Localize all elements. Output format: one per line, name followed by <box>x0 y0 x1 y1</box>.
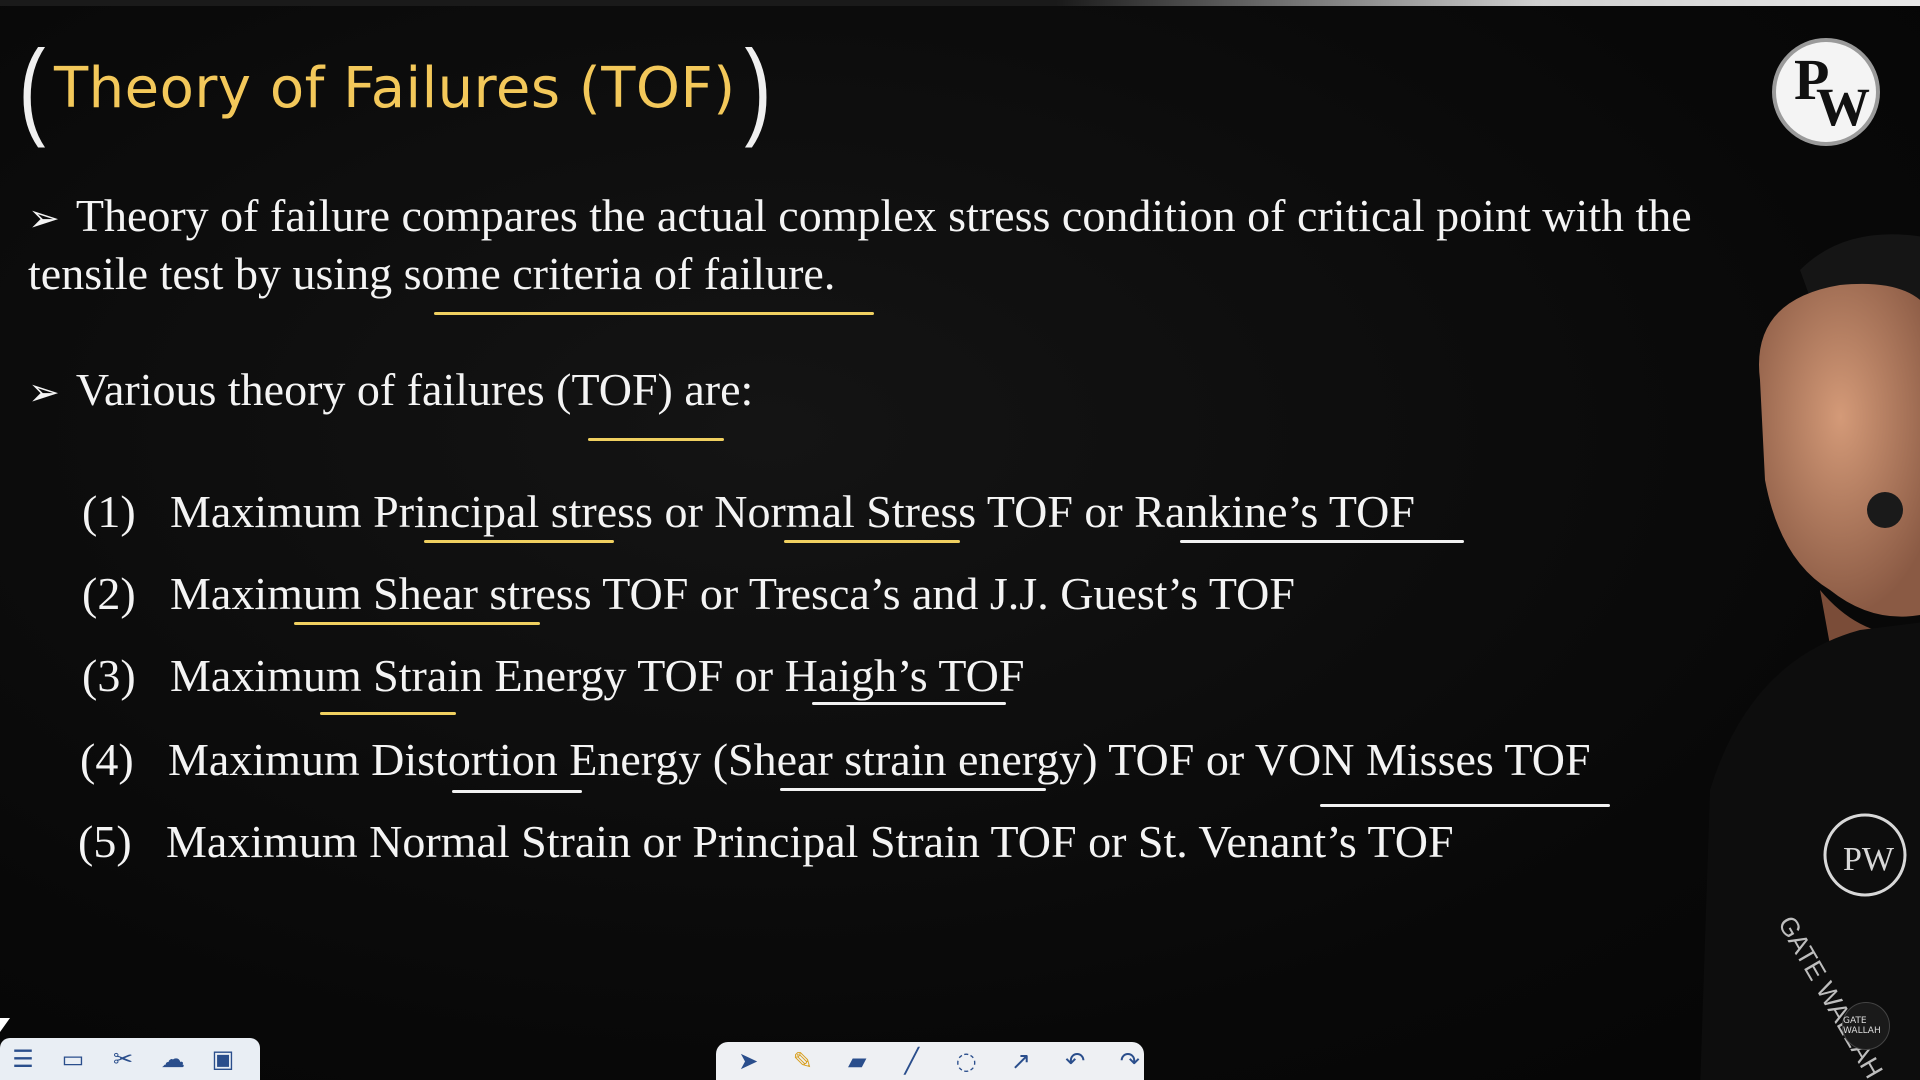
list-item: (2) Maximum Shear stress TOF or Tresca’s … <box>82 566 1295 622</box>
bullet-arrow-icon: ➢ <box>28 196 60 240</box>
left-bracket: ( <box>18 27 46 148</box>
bullet-1-continuation: tensile test by using some criteria of f… <box>28 246 835 302</box>
item-text: Maximum Normal Strain or Principal Strai… <box>166 816 1454 867</box>
item-number: (2) <box>82 568 136 619</box>
eraser-icon[interactable]: ◌ <box>955 1047 977 1075</box>
list-item: (5) Maximum Normal Strain or Principal St… <box>78 814 1454 870</box>
underline-von-misses <box>1320 804 1610 807</box>
underline-normal-stress <box>784 540 960 543</box>
underline-tof <box>588 438 724 441</box>
title-block: ( Theory of Failures (TOF) ) <box>14 27 776 148</box>
bullet-arrow-icon: ➢ <box>28 370 60 414</box>
bullet-2: ➢ Various theory of failures (TOF) are: <box>28 362 753 420</box>
underline-rankine <box>1180 540 1464 543</box>
laser-icon[interactable]: ↗ <box>1010 1047 1031 1075</box>
logo-w: W <box>1816 77 1870 137</box>
cloud-icon[interactable]: ☁ <box>161 1045 185 1073</box>
top-edge <box>0 0 1920 6</box>
svg-text:PW: PW <box>1843 841 1895 878</box>
underline-principal <box>424 540 614 543</box>
bullet-1-line-1: Theory of failure compares the actual co… <box>75 190 1692 241</box>
screen-icon[interactable]: ▭ <box>61 1045 85 1073</box>
item-text: Maximum Shear stress TOF or Tresca’s and… <box>170 568 1295 619</box>
tools-icon[interactable]: ✂ <box>112 1045 134 1073</box>
item-text: Maximum Principal stress or Normal Stres… <box>170 486 1415 537</box>
bullet-1-line-2: tensile test by using some criteria of f… <box>28 248 836 299</box>
item-text: Maximum Strain Energy TOF or Haigh’s TOF <box>170 650 1025 701</box>
mouse-cursor-icon <box>0 1018 10 1032</box>
item-number: (5) <box>78 816 132 867</box>
drawing-toolbar: ➤ ✎ ▰ ╱ ◌ ↗ ↶ ↷ <box>716 1042 1144 1080</box>
underline-criteria <box>434 312 874 315</box>
undo-icon[interactable]: ↶ <box>1065 1047 1086 1075</box>
item-text: Maximum Distortion Energy (Shear strain … <box>168 734 1591 785</box>
underline-shear-strain-energy <box>780 788 1046 791</box>
list-item: (3) Maximum Strain Energy TOF or Haigh’s … <box>82 648 1024 704</box>
pw-logo: P W <box>1776 42 1876 142</box>
underline-shear-stress <box>294 622 540 625</box>
list-item: (4) Maximum Distortion Energy (Shear stra… <box>80 732 1591 788</box>
left-toolbar: ☰ ▭ ✂ ☁ ▣ <box>0 1038 260 1080</box>
logo-p: P <box>1794 47 1830 112</box>
underline-strain-energy <box>320 712 456 715</box>
item-number: (4) <box>80 734 134 785</box>
item-number: (1) <box>82 486 136 537</box>
presenter: PW GATE WALLAH <box>1700 234 1920 1080</box>
pointer-icon[interactable]: ➤ <box>738 1047 759 1075</box>
bullet-2-line-1: Various theory of failures (TOF) are: <box>75 364 754 415</box>
pen-icon[interactable]: ✎ <box>792 1047 813 1075</box>
menu-icon[interactable]: ☰ <box>12 1045 34 1073</box>
underline-distortion <box>452 790 582 793</box>
underline-haigh <box>812 702 1006 705</box>
image-icon[interactable]: ▣ <box>211 1045 235 1073</box>
line-icon[interactable]: ╱ <box>904 1047 919 1075</box>
redo-icon[interactable]: ↷ <box>1119 1047 1140 1075</box>
highlighter-icon[interactable]: ▰ <box>848 1047 867 1075</box>
bullet-1: ➢ Theory of failure compares the actual c… <box>28 188 1788 246</box>
item-number: (3) <box>82 650 136 701</box>
gate-wallah-badge: GATE WALLAH <box>1842 1002 1890 1050</box>
slide-title: Theory of Failures (TOF) <box>53 55 736 121</box>
right-bracket: ) <box>744 27 772 148</box>
list-item: (1) Maximum Principal stress or Normal St… <box>82 484 1415 540</box>
